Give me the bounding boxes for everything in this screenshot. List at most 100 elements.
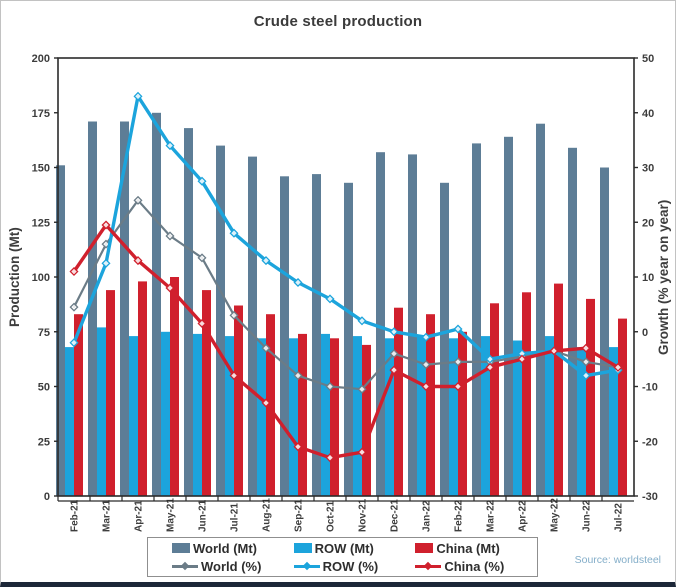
bar-world-mt	[120, 121, 129, 496]
bar-china-mt	[394, 307, 403, 496]
marker-row	[325, 294, 335, 304]
bar-row-mt	[577, 347, 586, 496]
bar-china-mt	[202, 290, 211, 496]
bar-world-mt	[440, 182, 449, 497]
x-axis-month-label: Jul-21	[230, 503, 241, 532]
bar-row-mt	[321, 333, 330, 496]
bar-row-mt	[225, 336, 234, 496]
marker-world	[453, 357, 463, 367]
marker-china	[293, 442, 303, 452]
chart-title: Crude steel production	[253, 13, 423, 30]
bar-world-mt	[280, 176, 289, 497]
bar-world-mt	[600, 167, 609, 496]
bar-world-mt	[216, 145, 225, 496]
bar-row-mt	[193, 333, 202, 496]
legend-item-china-pct: China (%)	[415, 560, 537, 573]
marker-china	[229, 371, 239, 381]
bar-china-mt	[170, 277, 179, 496]
marker-china	[197, 319, 207, 329]
marker-row	[69, 338, 79, 348]
right-axis-tick-label: 20	[642, 217, 654, 229]
bar-world-mt	[152, 112, 161, 497]
combo-chart-plot: 0 25 50 75 100 125 150 175 200 -30 -20 -10 0 10 20 30 40…	[32, 53, 658, 532]
marker-row	[581, 371, 591, 381]
left-axis-tick-label: 25	[38, 436, 50, 448]
bar-world-mt	[344, 182, 353, 497]
marker-row	[165, 141, 175, 151]
marker-china	[517, 354, 527, 364]
bar-china-mt	[554, 283, 563, 496]
legend-label-world-mt: World (Mt)	[193, 540, 258, 556]
bar-row-mt	[385, 338, 394, 496]
line-world	[72, 199, 620, 391]
bar-china-mt	[458, 331, 467, 497]
legend-box: World (Mt) ROW (Mt) China (Mt) World (%)…	[147, 537, 538, 577]
left-axis-tick-label: 175	[32, 108, 50, 120]
marker-china	[261, 398, 271, 408]
marker-china	[325, 453, 335, 463]
right-axis-tick-label: 10	[642, 272, 654, 284]
x-axis-month-label: May-22	[550, 498, 561, 532]
bar-row-mt	[65, 347, 74, 496]
right-axis-tick-label: 0	[642, 327, 648, 339]
legend-swatch-world-pct	[172, 561, 198, 571]
legend-label-world-pct: World (%)	[201, 558, 262, 574]
bar-row-mt	[161, 331, 170, 497]
x-axis-month-label: Aug-21	[262, 498, 273, 532]
x-axis-month-label: Oct-21	[326, 500, 337, 532]
marker-world	[197, 253, 207, 263]
bar-world-mt	[88, 121, 97, 496]
marker-world	[293, 371, 303, 381]
marker-china	[485, 362, 495, 372]
bar-world-mt	[248, 156, 257, 496]
marker-world	[165, 231, 175, 241]
x-axis-month-label: Apr-22	[518, 500, 529, 532]
marker-world	[229, 310, 239, 320]
marker-world	[357, 384, 367, 394]
marker-world	[389, 349, 399, 359]
bar-china-mt	[522, 292, 531, 496]
bar-china-mt	[298, 333, 307, 496]
legend-label-china-mt: China (Mt)	[436, 540, 500, 556]
x-axis-month-label: Apr-21	[134, 500, 145, 532]
marker-row	[101, 258, 111, 268]
legend-item-row-mt: ROW (Mt)	[293, 542, 416, 555]
bar-world-mt	[504, 136, 513, 497]
bar-row-mt	[97, 327, 106, 496]
marker-row	[133, 91, 143, 101]
marker-china	[101, 220, 111, 230]
bar-china-mt	[490, 303, 499, 496]
bar-world-mt	[56, 165, 65, 497]
marker-row	[485, 354, 495, 364]
bar-row-mt	[257, 338, 266, 496]
marker-china	[581, 343, 591, 353]
marker-row	[261, 256, 271, 266]
x-axis-month-label: Feb-22	[454, 499, 465, 532]
right-axis-tick-label: -20	[642, 436, 658, 448]
right-axis-tick-label: 40	[642, 108, 654, 120]
bar-china-mt	[266, 314, 275, 496]
x-axis-month-label: Jan-22	[422, 500, 433, 532]
line-row	[72, 94, 620, 378]
marker-row	[293, 277, 303, 287]
marker-china	[357, 447, 367, 457]
left-axis-tick-label: 200	[32, 53, 50, 65]
bar-china-mt	[362, 344, 371, 496]
left-axis-tick-label: 50	[38, 382, 50, 394]
marker-world	[69, 302, 79, 312]
x-axis-month-label: Jun-21	[198, 499, 209, 532]
bar-row-mt	[289, 338, 298, 496]
bar-world-mt	[536, 123, 545, 496]
bar-china-mt	[618, 318, 627, 496]
right-axis-tick-label: -10	[642, 382, 658, 394]
bar-row-mt	[129, 336, 138, 496]
x-axis-month-label: Nov-21	[358, 498, 369, 532]
bar-row-mt	[513, 340, 522, 496]
bar-china-mt	[106, 290, 115, 496]
x-axis-month-label: May-21	[166, 498, 177, 532]
bar-china-mt	[74, 314, 83, 496]
legend-swatch-china-mt	[415, 543, 434, 553]
bar-world-mt	[568, 147, 577, 497]
right-axis-tick-label: -30	[642, 491, 658, 503]
